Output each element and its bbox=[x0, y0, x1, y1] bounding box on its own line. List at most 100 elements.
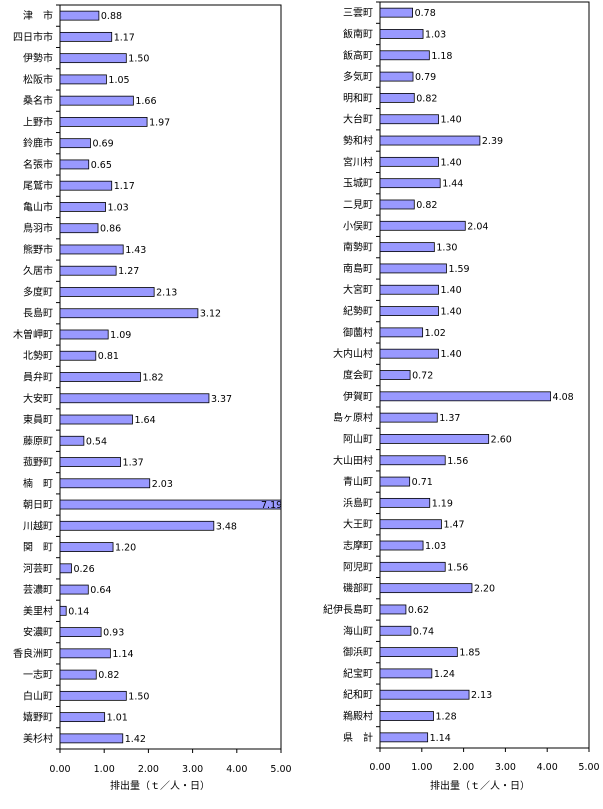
bar bbox=[59, 117, 148, 127]
bar bbox=[379, 412, 438, 423]
bar bbox=[59, 329, 109, 340]
category-label: 白山町 bbox=[23, 689, 53, 702]
bar bbox=[379, 668, 433, 679]
bar bbox=[379, 455, 446, 466]
x-tick-label: 5.00 bbox=[270, 764, 291, 775]
bar bbox=[379, 348, 439, 359]
category-label: 大内山村 bbox=[333, 347, 373, 360]
bar bbox=[379, 625, 412, 636]
x-axis-label: 排出量（ｔ／人・日） bbox=[110, 779, 210, 792]
category-label: 東員町 bbox=[23, 413, 53, 426]
value-label: 1.01 bbox=[107, 713, 128, 724]
bar bbox=[379, 519, 442, 530]
category-label: 桑名市 bbox=[23, 94, 53, 107]
category-label: 二見町 bbox=[343, 199, 373, 211]
x-tick-label: 1.00 bbox=[411, 762, 432, 773]
bar bbox=[59, 669, 97, 680]
category-label: 熊野市 bbox=[23, 243, 53, 256]
value-label: 7.19 bbox=[261, 500, 282, 511]
value-label: 1.17 bbox=[114, 32, 135, 43]
value-label: 1.40 bbox=[441, 307, 462, 318]
category-label: 員弁町 bbox=[23, 371, 53, 384]
value-label: 1.28 bbox=[436, 712, 457, 723]
category-label: 美杉村 bbox=[23, 732, 53, 745]
category-label: 飯南町 bbox=[343, 27, 373, 40]
value-label: 3.37 bbox=[211, 394, 232, 405]
bar bbox=[59, 563, 72, 574]
category-label: 小俣町 bbox=[343, 219, 373, 232]
chart-1: 0.00 1.00 2.00 3.00 4.00 5.00 排出量（ｔ／人・日） 津 市 0.8… bbox=[13, 4, 292, 792]
bar bbox=[379, 647, 458, 657]
x-tick-label: 4.00 bbox=[226, 764, 247, 775]
value-label: 0.82 bbox=[416, 200, 437, 211]
category-label: 海山町 bbox=[343, 624, 373, 637]
category-label: 三雲町 bbox=[343, 7, 373, 19]
category-label: 津 市 bbox=[23, 9, 53, 22]
category-label: 飯高町 bbox=[343, 49, 373, 62]
value-label: 1.17 bbox=[114, 181, 135, 192]
value-label: 1.42 bbox=[125, 734, 146, 745]
bar bbox=[379, 370, 411, 380]
value-label: 1.66 bbox=[135, 96, 156, 107]
category-label: 勢和村 bbox=[343, 134, 373, 147]
bar bbox=[59, 542, 114, 552]
category-label: 楠 町 bbox=[23, 477, 53, 490]
bar bbox=[379, 284, 439, 295]
x-tick-label: 0.00 bbox=[49, 764, 70, 775]
value-label: 1.44 bbox=[442, 179, 463, 190]
bar bbox=[59, 350, 97, 361]
value-label: 2.13 bbox=[471, 690, 492, 701]
category-label: 阿児町 bbox=[343, 561, 373, 573]
category-label: 尾鷲市 bbox=[23, 179, 53, 192]
category-label: 明和町 bbox=[343, 92, 373, 104]
category-label: 上野市 bbox=[23, 115, 53, 128]
bar bbox=[59, 53, 127, 64]
category-label: 美里村 bbox=[23, 604, 53, 617]
bar bbox=[379, 732, 429, 743]
category-label: 宮川村 bbox=[343, 155, 373, 168]
bar bbox=[379, 135, 481, 146]
category-label: 木曽岬町 bbox=[13, 328, 53, 341]
value-label: 2.03 bbox=[152, 479, 173, 490]
value-label: 4.08 bbox=[553, 392, 574, 403]
bar bbox=[379, 178, 441, 189]
bar bbox=[59, 478, 151, 489]
bar bbox=[379, 711, 434, 721]
category-label: 関 町 bbox=[23, 542, 53, 554]
bar bbox=[59, 584, 89, 595]
bar bbox=[59, 202, 106, 212]
category-label: 久居市 bbox=[23, 264, 53, 277]
category-label: 藤原町 bbox=[23, 435, 53, 447]
value-label: 2.39 bbox=[482, 136, 503, 147]
category-label: 磯部町 bbox=[343, 582, 373, 595]
bar bbox=[59, 690, 127, 701]
bar bbox=[59, 159, 90, 170]
category-label: 大王町 bbox=[343, 518, 373, 531]
bar bbox=[379, 50, 430, 61]
bar bbox=[59, 223, 99, 234]
category-label: 鳥羽市 bbox=[23, 222, 53, 235]
value-label: 2.04 bbox=[467, 221, 488, 232]
bar bbox=[379, 306, 439, 316]
bar bbox=[59, 648, 111, 659]
category-label: 紀勢町 bbox=[343, 305, 373, 318]
value-label: 1.50 bbox=[128, 54, 149, 65]
bar bbox=[59, 457, 121, 467]
value-label: 0.65 bbox=[91, 160, 112, 171]
bar bbox=[379, 263, 447, 274]
category-label: 菰野町 bbox=[23, 457, 53, 469]
value-label: 1.18 bbox=[431, 51, 452, 62]
category-label: 度会町 bbox=[343, 369, 373, 382]
bar bbox=[59, 712, 106, 723]
value-label: 0.93 bbox=[103, 628, 124, 639]
category-label: 玉城町 bbox=[343, 178, 373, 190]
value-label: 1.03 bbox=[425, 541, 446, 552]
bar bbox=[59, 372, 141, 382]
value-label: 1.97 bbox=[149, 117, 170, 128]
value-label: 0.79 bbox=[415, 72, 436, 83]
value-label: 1.59 bbox=[448, 264, 469, 275]
value-label: 0.88 bbox=[101, 11, 122, 22]
value-label: 0.78 bbox=[415, 8, 436, 19]
category-label: 紀和町 bbox=[343, 688, 373, 701]
value-label: 1.82 bbox=[142, 373, 163, 384]
